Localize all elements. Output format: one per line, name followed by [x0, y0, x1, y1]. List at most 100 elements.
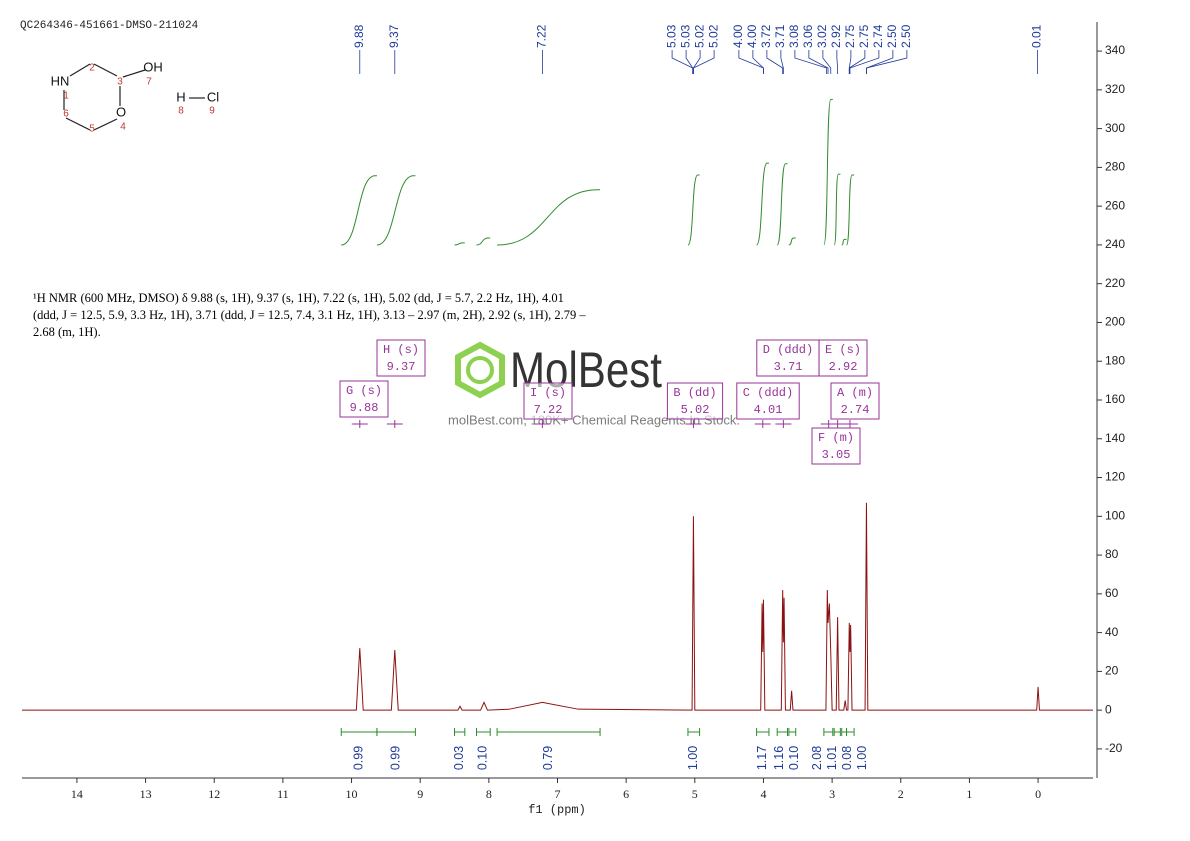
multiplet-label: B (dd) — [673, 386, 716, 400]
peak-label: 3.08 — [787, 24, 801, 48]
peak-connector — [848, 50, 866, 74]
integral-curve — [841, 238, 847, 246]
bond — [93, 63, 118, 77]
multiplet-box — [376, 339, 426, 377]
atom-number: 1 — [63, 91, 69, 102]
y-tick-label: 120 — [1105, 470, 1125, 484]
multiplet-label: E (s) — [825, 343, 861, 357]
y-tick-label: 80 — [1105, 547, 1119, 561]
peak-connector — [693, 50, 701, 74]
atom-number: 3 — [117, 77, 123, 88]
multiplet-shift: 7.22 — [534, 403, 563, 417]
logo-hexagon — [455, 341, 505, 399]
peak-label: 0.01 — [1030, 24, 1044, 48]
peak-connector — [671, 50, 694, 74]
integral-curve — [454, 242, 465, 246]
integral-label: 0.10 — [787, 746, 801, 770]
nmr-description: ¹H NMR (600 MHz, DMSO) δ 9.88 (s, 1H), 9… — [33, 291, 586, 339]
atom-number: 9 — [209, 106, 215, 117]
multiplet-box — [523, 382, 573, 420]
integral-label: 1.01 — [825, 746, 839, 770]
bond — [122, 69, 146, 78]
multiplet-box — [736, 382, 800, 420]
x-tick-label: 3 — [829, 787, 835, 801]
atom-label: Cl — [207, 89, 219, 104]
atom-number: 4 — [120, 122, 126, 133]
x-tick-label: 14 — [71, 787, 83, 801]
atom-label: O — [116, 104, 126, 119]
peak-connector — [693, 50, 715, 74]
x-tick-label: 13 — [140, 787, 152, 801]
multiplet-label: H (s) — [383, 343, 419, 357]
y-tick-label: 0 — [1105, 702, 1112, 716]
atom-number: 2 — [89, 63, 95, 74]
multiplet-shift: 4.01 — [754, 403, 783, 417]
x-tick-label: 7 — [555, 787, 561, 801]
peak-connector — [685, 50, 694, 74]
y-tick-label: 40 — [1105, 625, 1119, 639]
integral-label: 0.08 — [840, 746, 854, 770]
multiplet-label: D (ddd) — [763, 343, 813, 357]
integral-curve — [788, 237, 796, 246]
multiplet-shift: 3.71 — [774, 360, 803, 374]
peak-label: 5.02 — [706, 24, 720, 48]
integral-label: 1.00 — [855, 746, 869, 770]
multiplet-shift: 2.92 — [829, 360, 858, 374]
x-tick-label: 8 — [486, 787, 492, 801]
y-tick-label: 200 — [1105, 315, 1125, 329]
peak-label: 2.74 — [871, 24, 885, 48]
integral-label: 0.03 — [452, 746, 466, 770]
integral-curve — [846, 174, 855, 246]
logo-ring — [466, 356, 494, 384]
atom-number: 6 — [63, 109, 69, 120]
y-tick-label: 180 — [1105, 353, 1125, 367]
integral-label: 0.99 — [388, 746, 402, 770]
peak-connector — [866, 50, 908, 74]
peak-label: 2.50 — [899, 24, 913, 48]
integral-curve — [833, 173, 841, 246]
y-tick-label: 140 — [1105, 431, 1125, 445]
multiplet-shift: 2.74 — [841, 403, 870, 417]
y-tick-label: 220 — [1105, 276, 1125, 290]
peak-label: 9.37 — [387, 24, 401, 48]
peak-label: 3.72 — [759, 24, 773, 48]
atom-number: 8 — [178, 106, 184, 117]
atom-label: HN — [51, 73, 70, 88]
multiplet-shift: 9.37 — [387, 360, 416, 374]
x-tick-label: 9 — [417, 787, 423, 801]
peak-label: 2.75 — [843, 24, 857, 48]
spectrum — [22, 502, 1093, 711]
y-tick-label: 240 — [1105, 237, 1125, 251]
x-axis-label: f1 (ppm) — [528, 803, 586, 817]
integral-label: 1.16 — [772, 746, 786, 770]
structure-bonds — [63, 63, 205, 131]
peak-connector — [766, 50, 784, 74]
peak-label: 2.50 — [885, 24, 899, 48]
bond — [93, 118, 118, 131]
integral-curve — [776, 163, 788, 246]
integral-label: 0.79 — [541, 746, 555, 770]
integral-curve — [756, 162, 769, 246]
multiplet-box — [756, 339, 820, 377]
peak-label: 4.00 — [745, 24, 759, 48]
integral-curve — [823, 98, 833, 246]
multiplet-shift: 3.05 — [822, 448, 851, 462]
integral-curve — [376, 175, 416, 246]
y-tick-label: 160 — [1105, 392, 1125, 406]
peak-label: 3.06 — [801, 24, 815, 48]
peak-label: 5.03 — [664, 24, 678, 48]
multiplet-box — [830, 382, 880, 420]
multiplet-label: I (s) — [530, 386, 566, 400]
atom-label: H — [176, 89, 185, 104]
x-tick-label: 4 — [760, 787, 766, 801]
peak-label: 9.88 — [352, 24, 366, 48]
peak-label: 3.02 — [815, 24, 829, 48]
y-tick-label: 280 — [1105, 160, 1125, 174]
integral-label: 1.00 — [686, 746, 700, 770]
peak-label: 5.03 — [678, 24, 692, 48]
integral-curve — [341, 175, 377, 246]
multiplet-label: A (m) — [837, 386, 873, 400]
integral-curve — [476, 237, 491, 246]
